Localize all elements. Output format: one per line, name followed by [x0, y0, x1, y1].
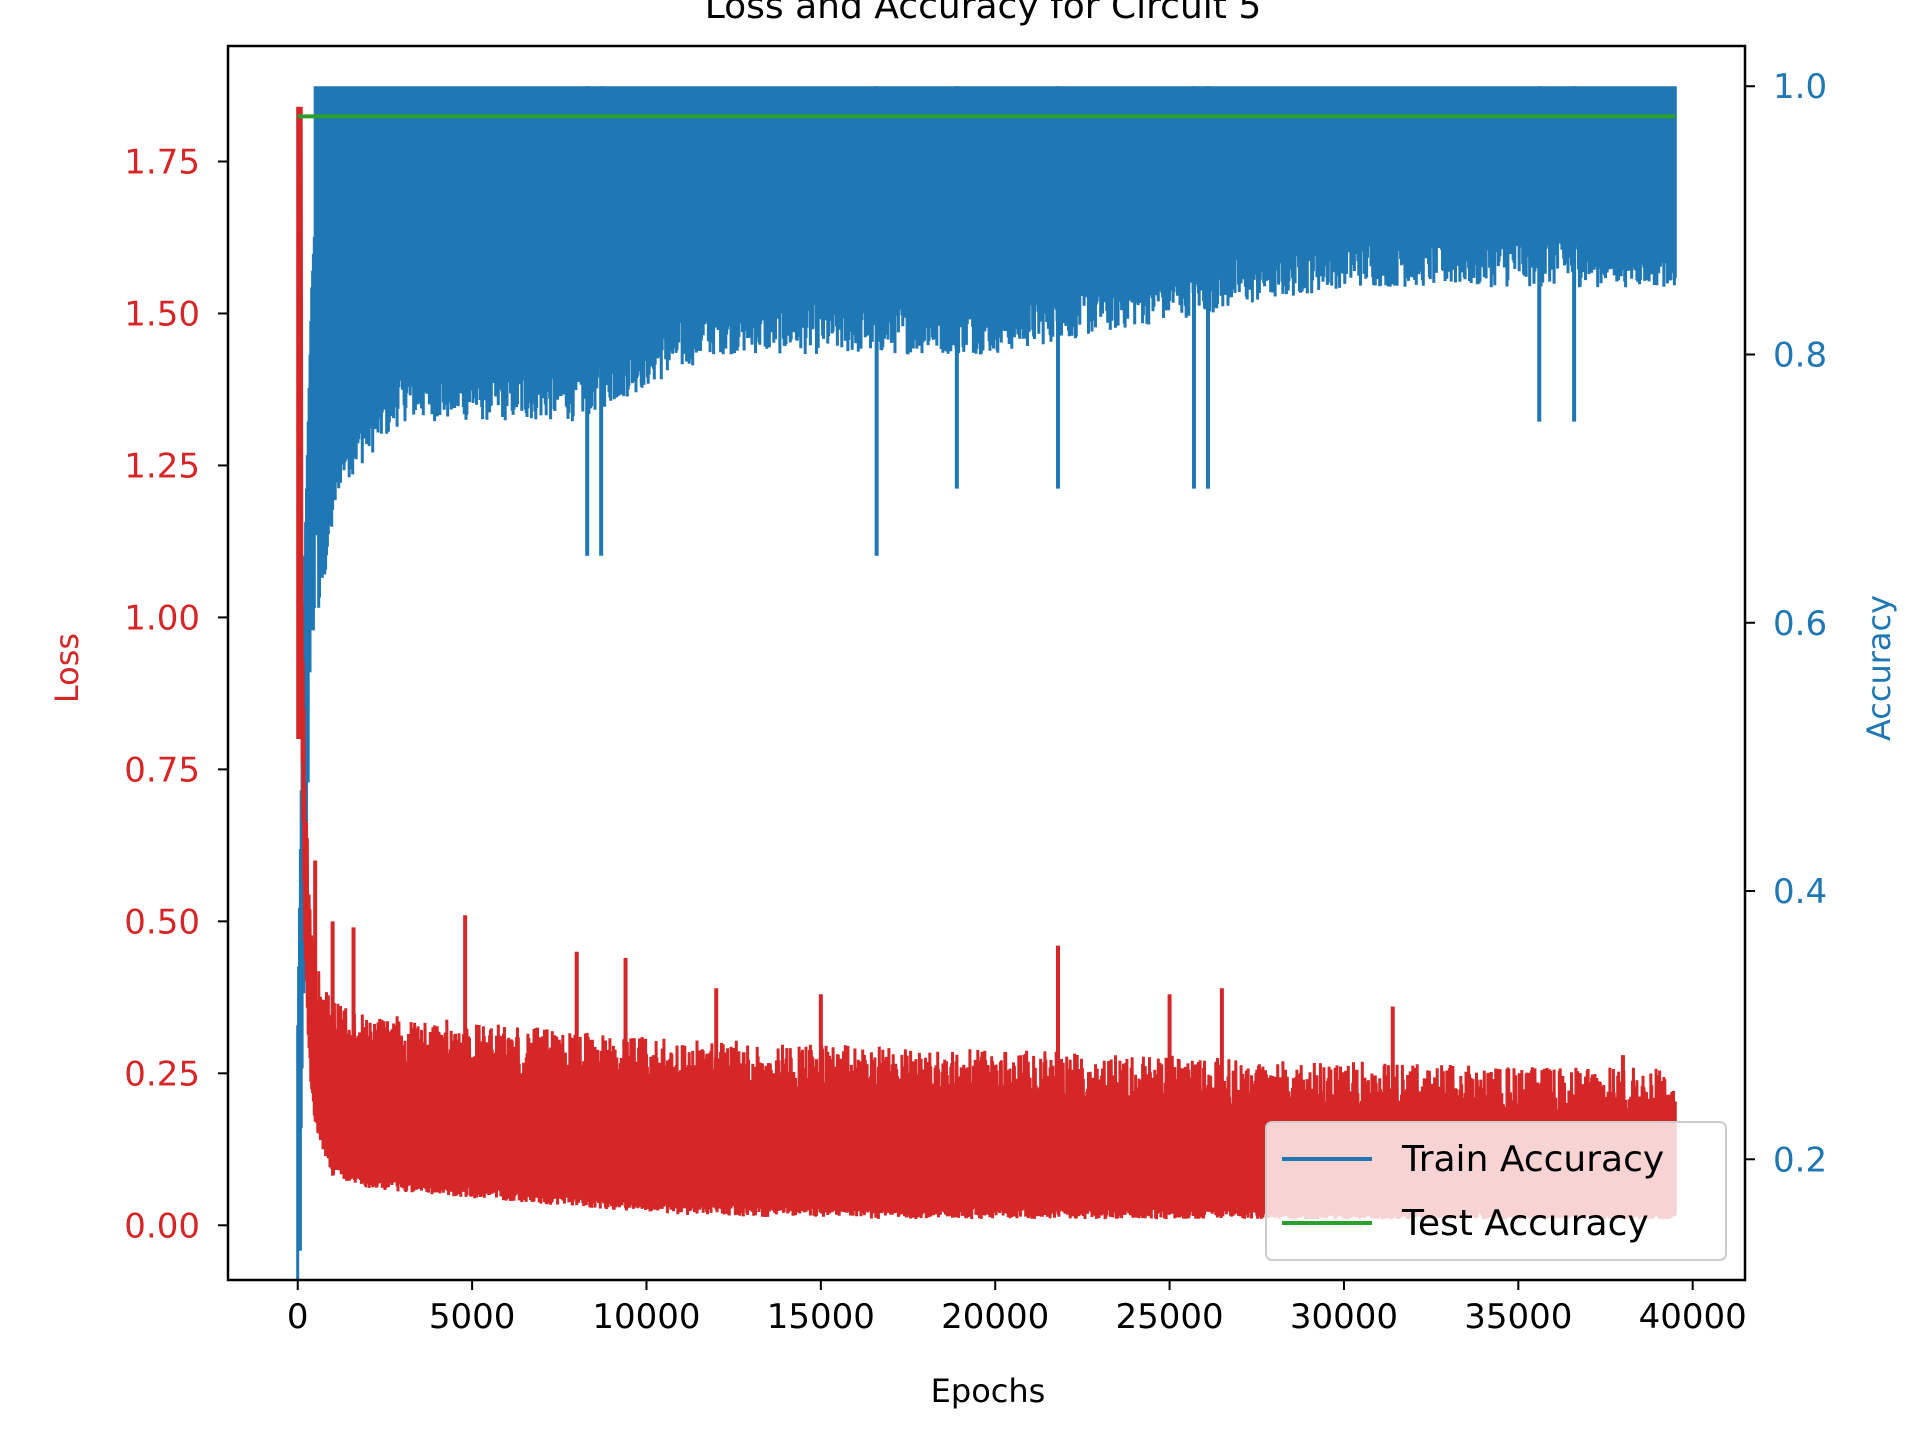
y-left-tick-label: 1.00 [124, 598, 200, 638]
x-tick-label: 5000 [429, 1297, 516, 1337]
x-axis-label: Epochs [931, 1372, 1046, 1410]
x-tick-label: 40000 [1639, 1297, 1747, 1337]
x-tick-label: 0 [287, 1297, 309, 1337]
legend-train-accuracy-label: Train Accuracy [1401, 1139, 1664, 1180]
legend-test-accuracy-label: Test Accuracy [1401, 1203, 1649, 1244]
x-tick-label: 25000 [1116, 1297, 1224, 1337]
chart-title: Loss and Accuracy for Circuit 5 [705, 0, 1262, 27]
x-tick-label: 15000 [767, 1297, 875, 1337]
plot-frame [226, 44, 1747, 1282]
x-tick-label: 10000 [592, 1297, 700, 1337]
y-left-tick-label: 0.00 [124, 1206, 200, 1246]
y-left-tick-label: 0.25 [124, 1054, 200, 1094]
y-axis-left-label: Loss [48, 633, 86, 703]
y-right-tick-label: 1.0 [1773, 67, 1827, 107]
x-tick-label: 35000 [1464, 1297, 1572, 1337]
y-right-tick-label: 0.4 [1773, 872, 1827, 912]
train-accuracy-line [296, 86, 1677, 1280]
legend-box [1265, 1121, 1727, 1261]
legend: Train Accuracy Test Accuracy [1265, 1121, 1727, 1261]
y-right-tick-label: 0.8 [1773, 336, 1827, 376]
x-tick-label: 20000 [941, 1297, 1049, 1337]
y-left-tick-label: 0.75 [124, 750, 200, 790]
y-right-tick-label: 0.2 [1773, 1140, 1827, 1180]
y-left-tick-label: 0.50 [124, 902, 200, 942]
axes: 0 5000 10000 15000 20000 25000 30000 35000 40000… [124, 44, 1827, 1337]
y-left-tick-label: 1.50 [124, 294, 200, 334]
y-axis-right-label: Accuracy [1860, 595, 1898, 741]
x-tick-label: 30000 [1290, 1297, 1398, 1337]
y-left-tick-label: 1.25 [124, 446, 200, 486]
y-left-tick-label: 1.75 [124, 142, 200, 182]
y-right-tick-label: 0.6 [1773, 604, 1827, 644]
